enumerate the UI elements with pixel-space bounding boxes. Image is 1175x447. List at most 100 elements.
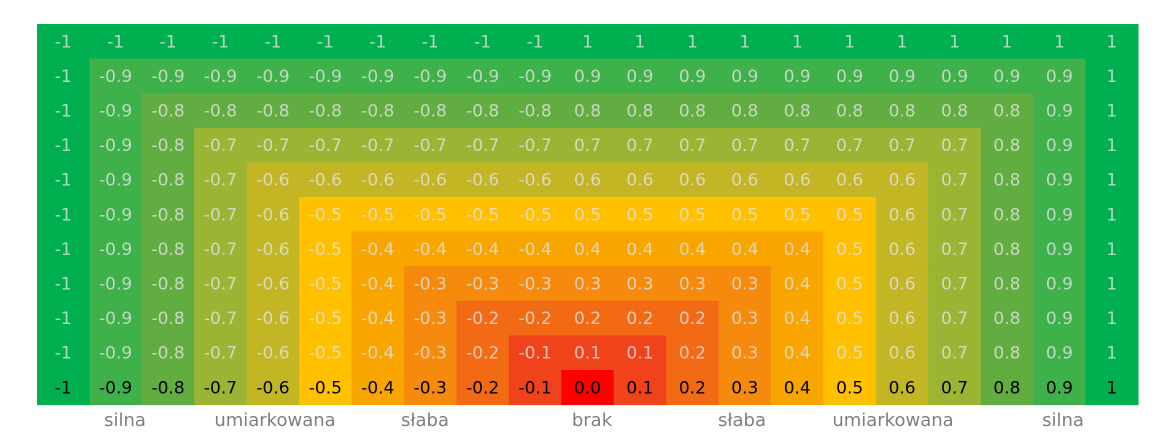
cell-text: -0.9 <box>99 205 132 225</box>
cell <box>718 162 772 198</box>
cell <box>299 335 353 371</box>
cell <box>141 300 195 336</box>
cell-text: -0.9 <box>256 67 289 87</box>
cell <box>37 93 90 129</box>
cell <box>37 266 90 302</box>
cell-text: -0.6 <box>466 171 499 191</box>
cell <box>404 197 457 233</box>
cell-text: -1 <box>527 32 544 52</box>
cell <box>980 197 1034 233</box>
cell <box>666 24 720 60</box>
cell-text: -0.4 <box>361 240 394 260</box>
cell <box>351 93 405 129</box>
cell <box>771 127 824 163</box>
cell-text: 1 <box>1106 102 1117 122</box>
cell-text: -0.5 <box>414 205 447 225</box>
cell <box>561 197 615 233</box>
cell <box>875 24 929 60</box>
cell-text: -0.2 <box>518 309 551 329</box>
cell <box>141 93 195 129</box>
cell <box>194 162 248 198</box>
cell <box>980 93 1034 129</box>
cell <box>613 231 667 267</box>
cell-text: -0.6 <box>256 275 289 295</box>
cell <box>89 335 143 371</box>
cell <box>508 93 562 129</box>
cell <box>246 266 300 302</box>
cell <box>980 127 1034 163</box>
cell <box>141 24 195 60</box>
cell-text: 0.6 <box>889 378 916 398</box>
cell <box>194 58 248 94</box>
cell-text: -0.8 <box>151 240 184 260</box>
cell <box>351 197 405 233</box>
axis-label: umiarkowana <box>832 410 953 431</box>
cell <box>141 335 195 371</box>
cell-text: 0.8 <box>993 205 1020 225</box>
cell <box>141 58 195 94</box>
cell <box>404 300 457 336</box>
cell-text: 1 <box>635 32 646 52</box>
cell-text: -0.9 <box>414 67 447 87</box>
cell <box>89 231 143 267</box>
cell-text: 0.9 <box>1046 275 1073 295</box>
cell <box>1085 300 1139 336</box>
cell <box>875 58 929 94</box>
cell <box>718 58 772 94</box>
cell-text: 0.5 <box>679 205 706 225</box>
cell <box>1085 231 1139 267</box>
cell-text: -0.7 <box>204 205 237 225</box>
cell <box>37 162 90 198</box>
cell-text: -1 <box>317 32 334 52</box>
cell <box>246 162 300 198</box>
cell <box>613 266 667 302</box>
cell-text: -0.7 <box>466 136 499 156</box>
cell-text: 0.5 <box>836 240 863 260</box>
cell-text: -0.7 <box>309 136 342 156</box>
cell-text: -1 <box>160 32 177 52</box>
cell-text: 0.7 <box>941 378 968 398</box>
cell <box>194 335 248 371</box>
cell-text: -0.8 <box>151 205 184 225</box>
cell <box>299 266 353 302</box>
cell <box>404 266 457 302</box>
cell-text: 0.6 <box>889 171 916 191</box>
cell-text: 1 <box>1002 32 1013 52</box>
cell <box>508 300 562 336</box>
cell-text: -0.8 <box>204 102 237 122</box>
cell <box>456 24 510 60</box>
cell <box>718 335 772 371</box>
cell-text: 0.2 <box>626 309 653 329</box>
cell-text: 0.8 <box>679 102 706 122</box>
cell-text: 0.8 <box>993 378 1020 398</box>
cell <box>771 24 824 60</box>
cell <box>928 24 982 60</box>
cell <box>928 266 982 302</box>
cell-text: -0.5 <box>309 275 342 295</box>
cell-text: -0.7 <box>518 136 551 156</box>
cell <box>37 370 90 406</box>
cell-text: -0.3 <box>518 275 551 295</box>
cell <box>875 370 929 406</box>
cell-text: 1 <box>687 32 698 52</box>
cell-text: -0.6 <box>256 309 289 329</box>
cell <box>875 197 929 233</box>
cell-text: 0.9 <box>941 67 968 87</box>
cell <box>1033 24 1087 60</box>
cell <box>404 58 457 94</box>
cell <box>718 300 772 336</box>
cell-text: -0.4 <box>361 275 394 295</box>
cell <box>666 58 720 94</box>
cell-text: 0.7 <box>889 136 916 156</box>
cell-text: 0.2 <box>679 344 706 364</box>
cell-text: -1 <box>422 32 439 52</box>
cell <box>89 93 143 129</box>
cell <box>351 127 405 163</box>
cell <box>194 127 248 163</box>
cell-text: 1 <box>582 32 593 52</box>
cell-text: 0.7 <box>941 275 968 295</box>
cell <box>980 231 1034 267</box>
cell-text: -1 <box>369 32 386 52</box>
cell <box>875 300 929 336</box>
cell <box>1033 93 1087 129</box>
